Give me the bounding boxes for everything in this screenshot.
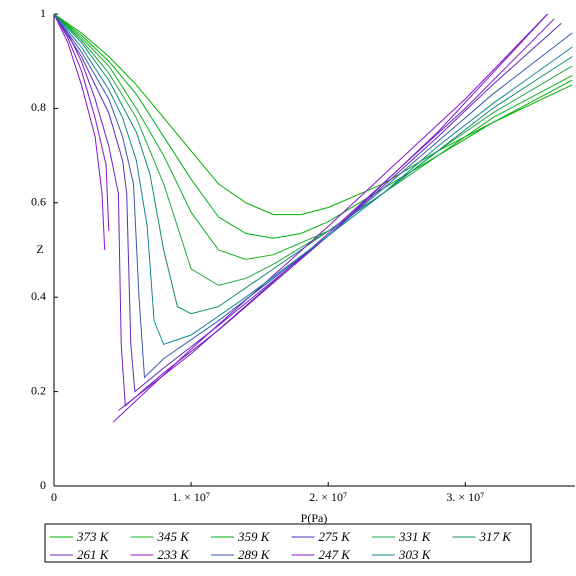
legend-label: 359 K	[237, 529, 271, 544]
series-line	[53, 13, 573, 346]
series-line	[53, 13, 573, 216]
legend-label: 345 K	[157, 529, 191, 544]
series-line	[53, 13, 573, 239]
legend-label: 331 K	[398, 529, 432, 544]
y-tick-label: 0.2	[31, 383, 46, 397]
series-line	[53, 13, 548, 407]
y-tick-label: 0.6	[31, 195, 46, 209]
legend-label: 233 K	[158, 547, 191, 562]
series-line	[53, 13, 555, 411]
y-tick-label: 1	[40, 6, 46, 20]
legend-box	[44, 523, 532, 563]
legend-label: 317 K	[479, 529, 513, 544]
legend-label: 373 K	[76, 529, 110, 544]
y-tick-label: 0	[40, 478, 46, 492]
y-tick-label: 0.8	[31, 100, 46, 114]
legend-label: 303 K	[398, 547, 432, 562]
y-tick-label: 0.4	[31, 289, 46, 303]
x-axis-label: P(Pa)	[301, 511, 328, 525]
series-line	[53, 13, 562, 393]
series-line	[53, 13, 548, 423]
x-tick-label: 1. × 10⁷	[172, 490, 210, 504]
series-line	[53, 13, 573, 379]
y-axis-label: Z	[36, 242, 43, 256]
legend-label: 247 K	[319, 547, 352, 562]
series-line	[53, 13, 573, 286]
series-line	[53, 13, 573, 260]
legend: 373 K 345 K 359 K 275 K 331 K 317 K 261 K 233 K…	[50, 529, 512, 562]
x-tick-label: 2. × 10⁷	[309, 490, 347, 504]
x-tick-label: 3. × 10⁷	[446, 490, 484, 504]
x-tick-label: 0	[51, 490, 57, 504]
legend-label: 275 K	[319, 529, 352, 544]
legend-label: 261 K	[77, 547, 110, 562]
series-line	[53, 13, 573, 315]
legend-label: 289 K	[238, 547, 271, 562]
